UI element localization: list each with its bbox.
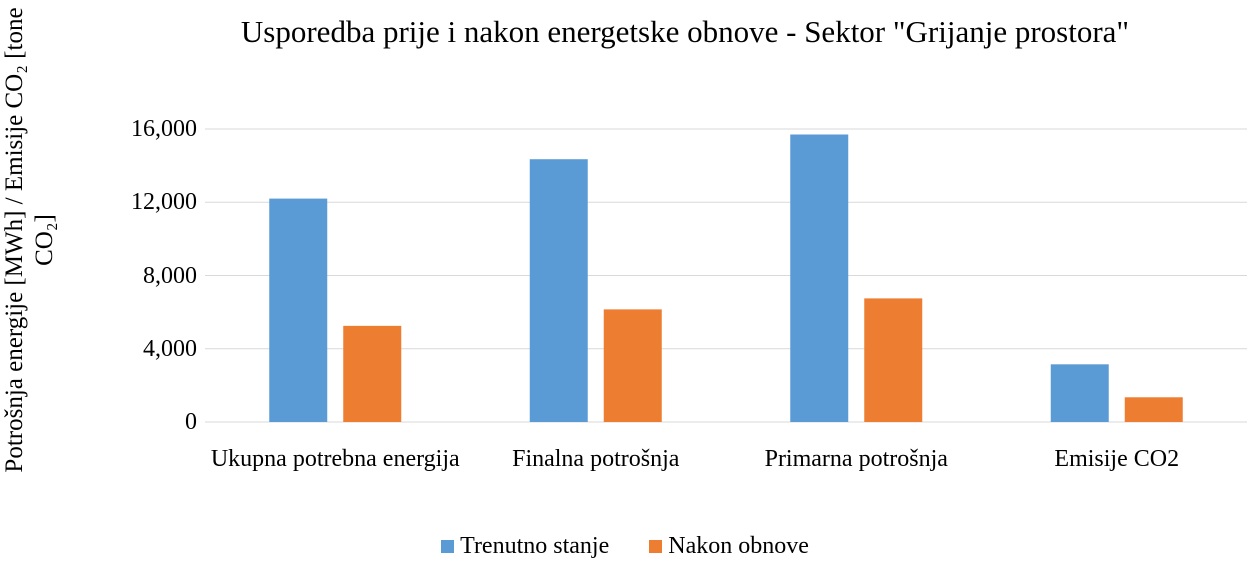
- bar: [864, 298, 923, 422]
- y-tick-label: 12,000: [131, 189, 197, 216]
- legend-label: Nakon obnove: [668, 533, 809, 559]
- y-tick-label: 8,000: [143, 262, 197, 289]
- legend: Trenutno stanje Nakon obnove: [0, 533, 1250, 560]
- legend-item: Trenutno stanje: [441, 533, 609, 560]
- bar: [1124, 397, 1183, 422]
- y-tick-label: 16,000: [131, 116, 197, 142]
- x-tick-label: Primarna potrošnja: [764, 446, 948, 472]
- legend-label: Trenutno stanje: [460, 533, 610, 559]
- bar: [1050, 364, 1109, 422]
- chart-title: Usporedba prije i nakon energetske obnov…: [240, 14, 1130, 49]
- legend-swatch: [649, 540, 663, 553]
- bar: [269, 198, 328, 422]
- bar: [603, 309, 662, 422]
- bar: [529, 159, 588, 422]
- x-tick-label: Ukupna potrebna energija: [210, 446, 460, 472]
- x-tick-label: Finalna potrošnja: [512, 446, 680, 472]
- x-tick-label: Emisije CO2: [1054, 446, 1180, 472]
- y-axis-label: Potrošnja energije [MWh] / Emisije CO₂ […: [1, 7, 58, 473]
- bar: [343, 325, 402, 422]
- bar: [790, 134, 849, 422]
- legend-swatch: [441, 540, 455, 553]
- y-tick-label: 4,000: [143, 335, 197, 362]
- legend-item: Nakon obnove: [649, 533, 809, 560]
- y-tick-label: 0: [185, 409, 197, 435]
